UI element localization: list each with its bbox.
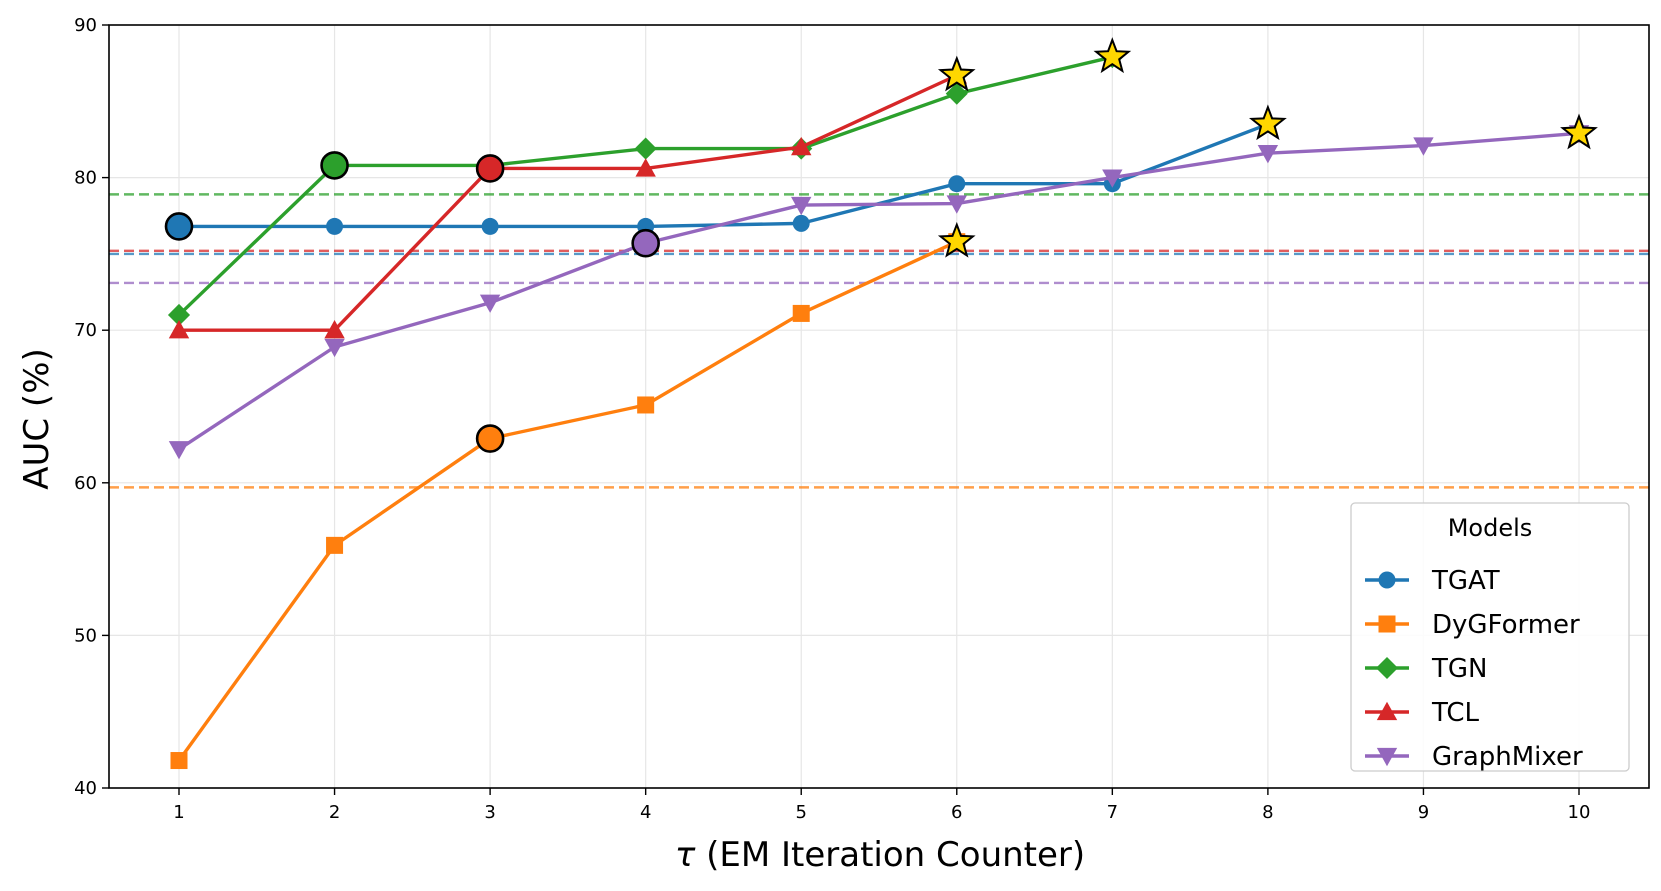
- tgat-point: [481, 217, 499, 235]
- y-tick-label-40: 40: [74, 778, 97, 799]
- plot-frame: [108, 24, 1650, 789]
- graphmixer-point: [324, 338, 345, 358]
- y-tick-label-90: 90: [74, 15, 97, 36]
- x-tick-label-5: 5: [795, 802, 806, 823]
- dygformer-series: [170, 233, 966, 770]
- y-tick-label-70: 70: [74, 320, 97, 341]
- legend-label-dygformer: DyGFormer: [1432, 610, 1580, 640]
- legend-label-tgat: TGAT: [1431, 566, 1500, 596]
- dygformer-point: [637, 396, 655, 414]
- legend-box: [1350, 502, 1630, 772]
- x-tick-label-10: 10: [1568, 802, 1591, 823]
- tgat-point: [948, 175, 966, 193]
- legend-item-graphmixer: GraphMixer: [1365, 742, 1583, 772]
- y-axis-ticks: 40 50 60 70 80 90: [74, 15, 109, 799]
- tcl-point: [324, 320, 345, 339]
- tcl-best-point-highlight: [475, 154, 505, 183]
- dygformer-line: [177, 240, 958, 762]
- graphmixer-line: [178, 131, 1580, 451]
- legend-label-tcl: TCL: [1431, 698, 1480, 728]
- x-tick-label-8: 8: [1262, 802, 1273, 823]
- x-axis-ticks: 1 2 3 4 5 6 7 8 9 10: [173, 788, 1590, 823]
- tcl-line: [179, 73, 958, 332]
- tgn-best-point-highlight: [320, 151, 349, 180]
- graphmixer-point: [1257, 145, 1279, 164]
- graphmixer-best-point-highlight: [631, 228, 660, 258]
- graphmixer-point: [1102, 169, 1123, 188]
- tgn-point: [945, 82, 968, 105]
- graphmixer-point: [946, 195, 967, 214]
- legend-item-tgn: TGN: [1365, 654, 1487, 684]
- tcl-final-star-marker: [937, 55, 976, 92]
- graphmixer-point: [479, 294, 501, 313]
- tgat-point: [326, 217, 344, 235]
- x-axis-title: τ (EM Iteration Counter): [675, 835, 1085, 875]
- legend-item-dygformer: DyGFormer: [1365, 610, 1580, 640]
- graphmixer-point: [1413, 137, 1434, 156]
- y-axis-title: AUC (%): [17, 348, 57, 490]
- tgn-point: [634, 137, 657, 160]
- legend-marker-graphmixer: [1376, 747, 1398, 767]
- baseline-lines: [109, 193, 1649, 489]
- y-tick-label-60: 60: [74, 473, 97, 494]
- dygformer-final-star-marker: [937, 221, 976, 258]
- graphmixer-point: [791, 196, 812, 216]
- legend-title: Models: [1448, 514, 1533, 542]
- dygformer-point: [326, 536, 344, 554]
- dygformer-best-point-highlight: [475, 424, 505, 453]
- legend-marker-tcl: [1376, 701, 1398, 721]
- tgat-best-point-highlight: [164, 212, 194, 241]
- tgn-point: [167, 303, 191, 326]
- legend-label-tgn: TGN: [1431, 654, 1487, 684]
- x-axis-symbol: τ: [675, 835, 696, 875]
- y-tick-label-80: 80: [74, 168, 97, 189]
- x-tick-label-7: 7: [1107, 802, 1118, 823]
- x-tick-label-6: 6: [951, 802, 962, 823]
- tgat-final-star-marker: [1249, 104, 1287, 141]
- x-tick-label-2: 2: [329, 802, 340, 823]
- tgn-final-star-marker: [1093, 37, 1132, 74]
- legend-marker-dygformer: [1378, 615, 1396, 633]
- legend-item-tcl: TCL: [1365, 698, 1480, 728]
- legend-item-tgat: TGAT: [1365, 566, 1500, 596]
- tcl-point: [168, 320, 190, 339]
- legend-marker-tgat: [1378, 571, 1396, 589]
- x-tick-label-4: 4: [640, 802, 651, 823]
- tcl-point: [791, 136, 812, 156]
- dygformer-point: [792, 304, 810, 322]
- tgat-point: [792, 214, 810, 232]
- legend-items: TGAT DyGFormer TGN TCL GraphMixer: [1365, 566, 1583, 772]
- x-tick-label-9: 9: [1418, 802, 1429, 823]
- dygformer-point: [170, 752, 188, 770]
- x-tick-label-1: 1: [173, 802, 184, 823]
- tcl-point: [635, 158, 656, 177]
- graphmixer-final-star-marker: [1560, 113, 1598, 150]
- x-axis-label: (EM Iteration Counter): [695, 835, 1085, 875]
- graphmixer-point: [168, 441, 190, 460]
- legend-marker-tgn: [1375, 656, 1399, 680]
- highlight-layer: [164, 37, 1598, 453]
- y-tick-label-50: 50: [74, 625, 97, 646]
- legend: Models TGAT DyGFormer TGN TCL GraphMixer: [1350, 502, 1630, 772]
- legend-label-graphmixer: GraphMixer: [1432, 742, 1583, 772]
- x-tick-label-3: 3: [484, 802, 495, 823]
